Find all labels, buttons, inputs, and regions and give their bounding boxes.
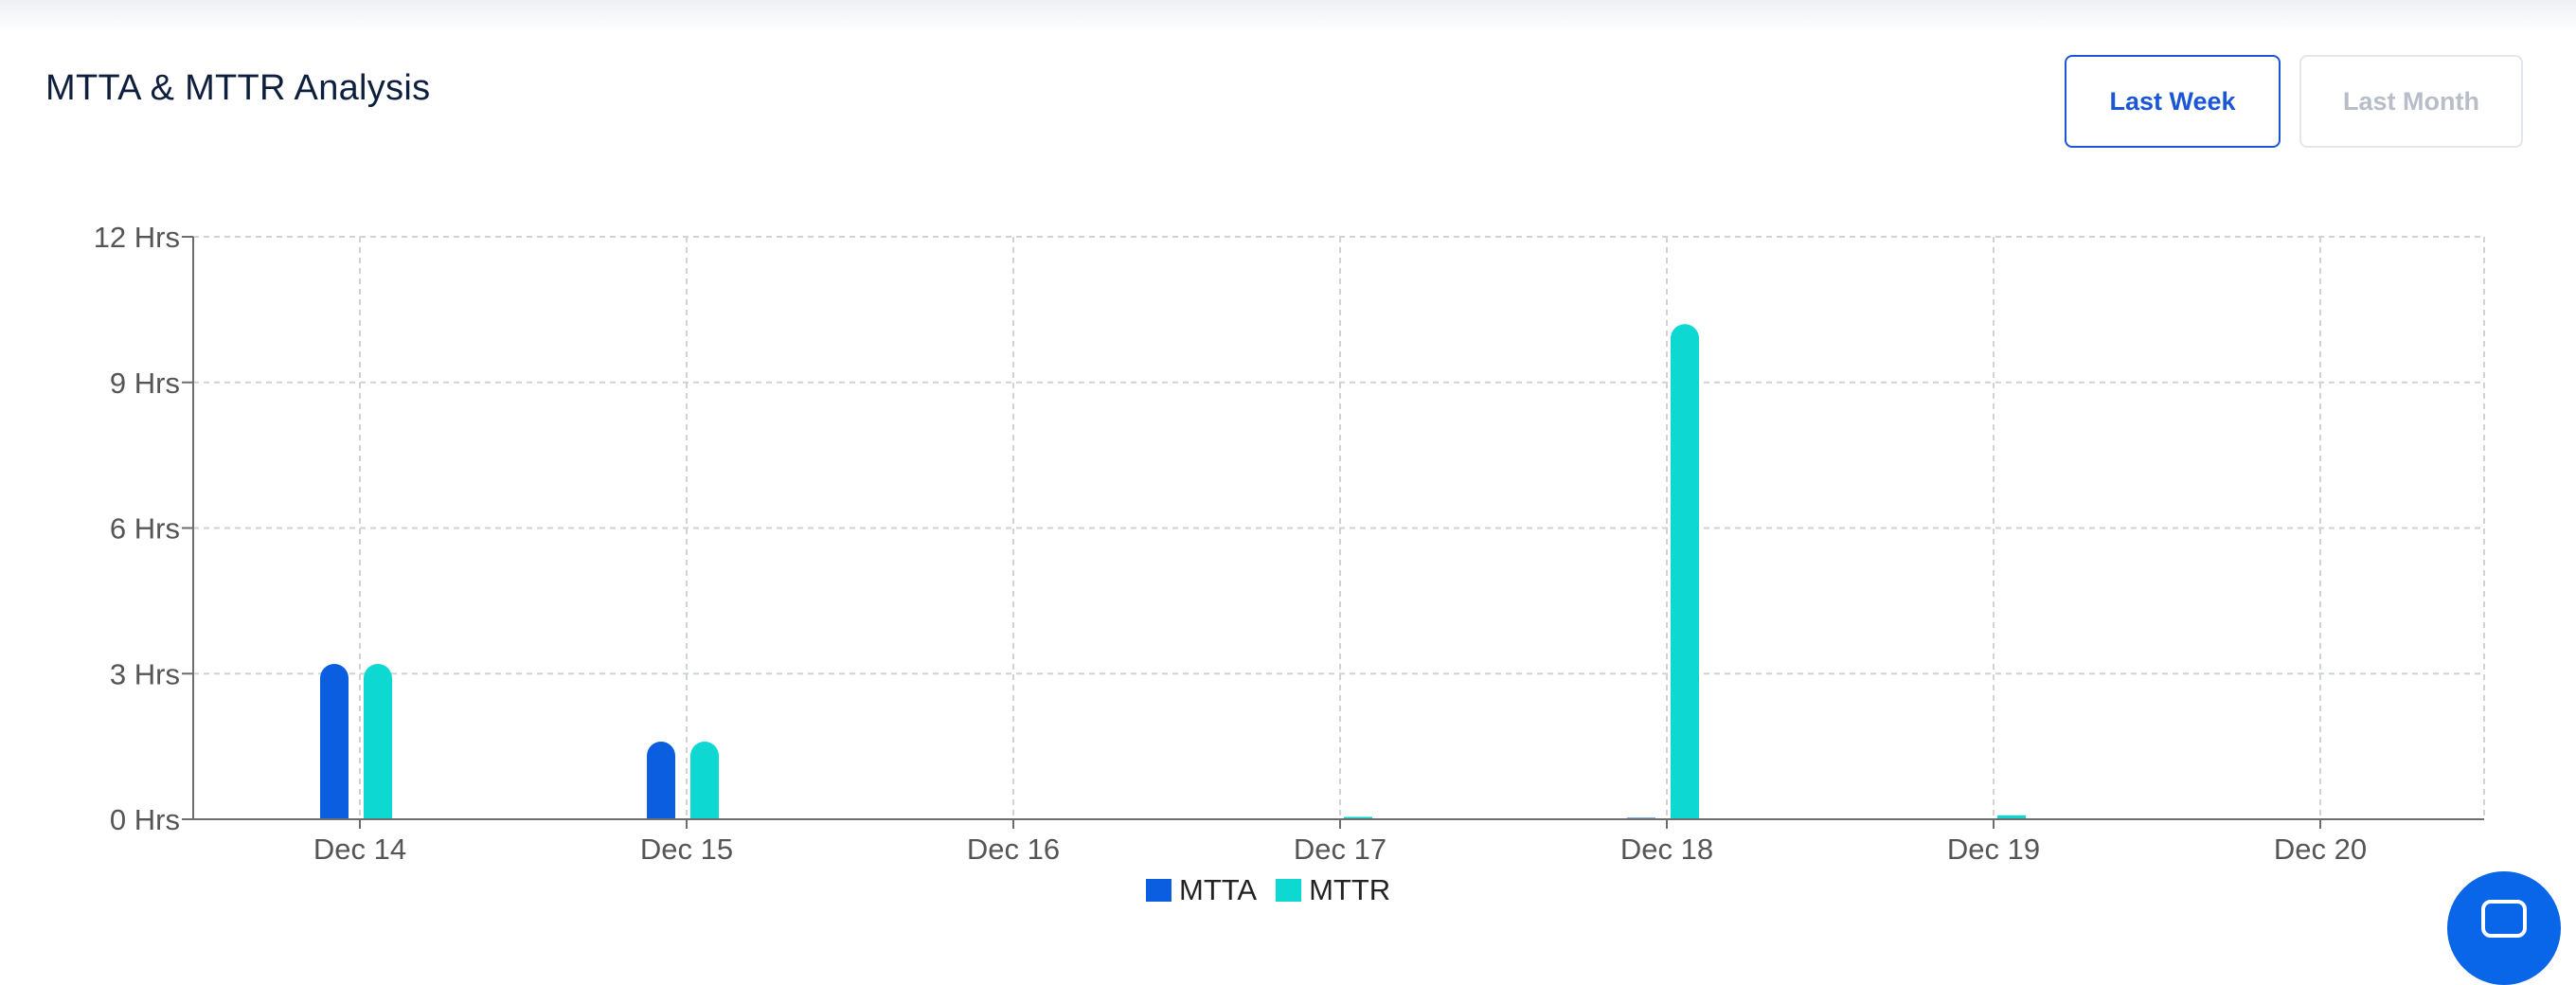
bars	[320, 324, 2026, 819]
y-tick-label: 6 Hrs	[110, 512, 180, 546]
chat-launcher-button[interactable]	[2447, 871, 2561, 985]
x-tick-label: Dec 19	[1947, 833, 2040, 866]
tick-labels: 0 Hrs 3 Hrs 6 Hrs 9 Hrs 12 Hrs Dec 14 Dec 15 De…	[94, 221, 2367, 866]
bar-chart: 0 Hrs 3 Hrs 6 Hrs 9 Hrs 12 Hrs Dec 14 Dec 15 De…	[94, 221, 2485, 866]
x-tick-label: Dec 16	[967, 833, 1060, 866]
x-tick-label: Dec 15	[640, 833, 733, 866]
y-tick-label: 9 Hrs	[110, 367, 180, 400]
x-tick-label: Dec 14	[313, 833, 406, 866]
last-week-button[interactable]: Last Week	[2065, 55, 2281, 148]
legend-item-mttr[interactable]: MTTR	[1276, 873, 1390, 907]
legend-label-mtta: MTTA	[1179, 873, 1258, 906]
top-shadow	[0, 0, 2576, 32]
legend-label-mttr: MTTR	[1309, 873, 1391, 906]
y-tick-label: 12 Hrs	[94, 221, 180, 254]
bar-mttr-dec-18	[1671, 324, 1699, 819]
grid-lines	[193, 236, 2485, 819]
x-tick-label: Dec 20	[2274, 833, 2367, 866]
chat-bubble-icon	[2481, 900, 2527, 938]
legend-swatch-mtta	[1146, 879, 1172, 902]
y-tick-label: 3 Hrs	[110, 657, 180, 690]
y-tick-label: 0 Hrs	[110, 803, 180, 836]
bar-mtta-dec-14	[320, 664, 349, 819]
bar-mttr-dec-19	[1997, 815, 2026, 819]
last-month-button[interactable]: Last Month	[2299, 55, 2523, 148]
chart-title: MTTA & MTTR Analysis	[45, 68, 431, 108]
bar-mtta-dec-15	[647, 742, 675, 819]
bar-mttr-dec-14	[364, 664, 392, 819]
x-tick-label: Dec 17	[1294, 833, 1386, 866]
legend-item-mtta[interactable]: MTTA	[1146, 873, 1257, 907]
axes	[182, 236, 2484, 829]
legend: MTTA MTTR	[1146, 873, 1409, 907]
x-tick-label: Dec 18	[1620, 833, 1713, 866]
legend-swatch-mttr	[1276, 879, 1302, 902]
bar-mttr-dec-15	[690, 742, 719, 819]
